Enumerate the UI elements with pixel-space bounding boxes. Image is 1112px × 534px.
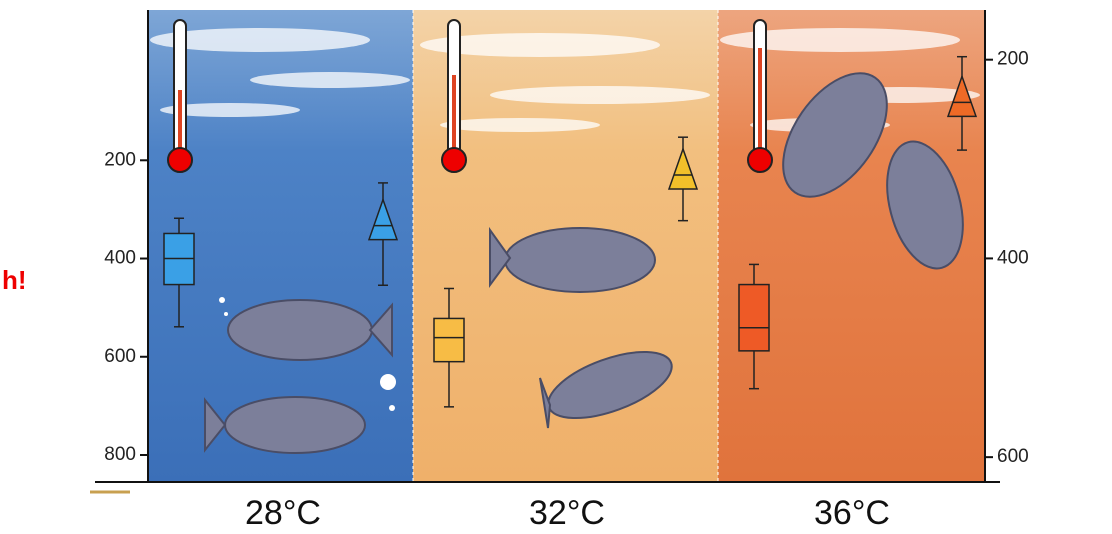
y-tick-label: 800 <box>104 444 136 465</box>
y2-tick-label: 400 <box>997 247 1029 268</box>
box <box>434 318 464 361</box>
y-tick-label: 200 <box>104 149 136 170</box>
x-tick-label: 28°C <box>245 494 321 532</box>
y-tick-label: 600 <box>104 346 136 367</box>
x-tick-label: 32°C <box>529 494 605 532</box>
y2-tick-label: 200 <box>997 49 1029 70</box>
y2-tick-label: 600 <box>997 446 1029 467</box>
chart: h! 200 400 600 800 200 400 600 28°C 32°C 36°C <box>0 0 1112 534</box>
x-tick-label: 36°C <box>814 494 890 532</box>
y-tick-label: 400 <box>104 248 136 269</box>
box <box>739 285 769 351</box>
annotation: h! <box>2 265 27 295</box>
